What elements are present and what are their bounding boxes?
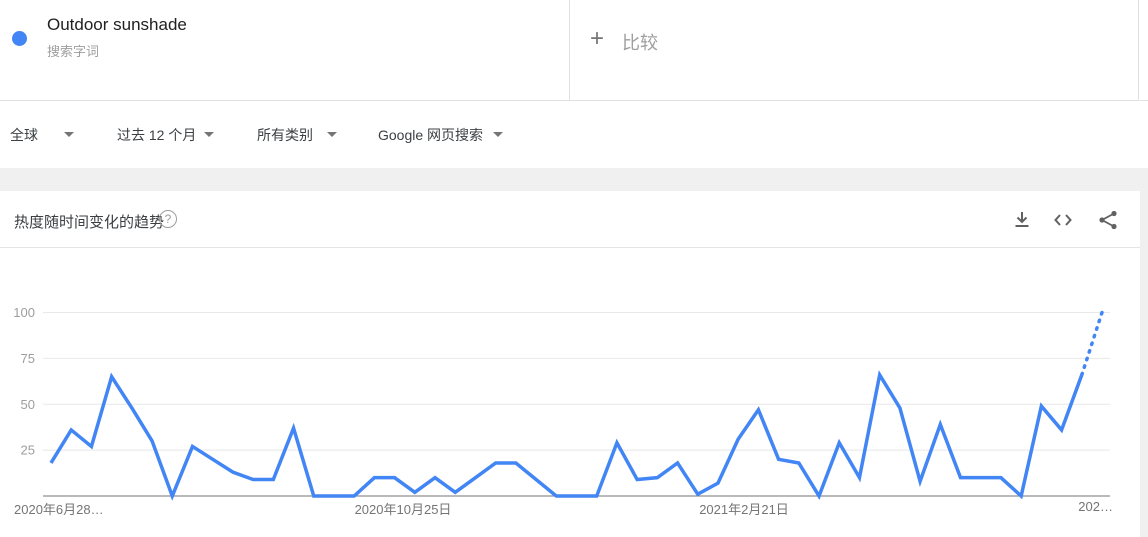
chevron-down-icon (204, 132, 215, 137)
interest-over-time-card: 热度随时间变化的趋势 ? (0, 191, 1140, 537)
y-tick-label: 75 (21, 351, 35, 366)
top-right-sliver (1140, 0, 1148, 101)
chart-header: 热度随时间变化的趋势 ? (0, 191, 1140, 248)
trend-line (49, 370, 1084, 501)
search-term-type-label: 搜索字词 (47, 44, 100, 59)
chevron-down-icon (327, 132, 337, 137)
filter-category-dropdown[interactable]: 所有类别 (257, 101, 337, 168)
y-tick-label: 25 (21, 443, 35, 458)
filter-timerange-dropdown[interactable]: 过去 12 个月 (117, 101, 215, 168)
share-button[interactable] (1097, 209, 1119, 231)
trend-chart: 25 50 75 100 (13, 305, 1110, 501)
download-icon (1015, 212, 1029, 227)
y-tick-label: 50 (21, 397, 35, 412)
filter-searchtype-label: Google 网页搜索 (378, 126, 484, 143)
embed-icon (1054, 214, 1072, 226)
page-background-right-strip (1140, 191, 1148, 537)
trend-line-projection-dotted (1080, 310, 1104, 377)
embed-button[interactable] (1052, 209, 1074, 231)
series-color-dot-icon (12, 31, 27, 46)
compare-placeholder-label: 比较 (622, 33, 658, 53)
y-tick-label: 100 (13, 305, 35, 320)
x-tick-label: 2020年10月25日 (354, 502, 452, 517)
x-tick-label: 2021年2月21日 (699, 502, 789, 517)
page-background-gap (0, 168, 1148, 191)
share-icon (1099, 210, 1117, 230)
filter-category-label: 所有类别 (257, 126, 313, 143)
x-tick-label: 2020年6月28… (14, 502, 104, 517)
help-icon[interactable]: ? (159, 210, 177, 228)
filter-bar: 全球 过去 12 个月 所有类别 Google 网页搜索 (0, 101, 1148, 168)
x-axis-labels: 2020年6月28… 2020年10月25日 2021年2月21日 202… (0, 499, 1140, 517)
chevron-down-icon (64, 132, 74, 137)
chevron-down-icon (493, 132, 504, 137)
search-terms-section: Outdoor sunshade 搜索字词 + 比较 (0, 0, 1148, 101)
add-comparison-card[interactable]: + 比较 (570, 0, 1139, 101)
download-button[interactable] (1011, 209, 1033, 231)
filter-region-label: 全球 (10, 126, 38, 143)
filter-timerange-label: 过去 12 个月 (117, 126, 197, 143)
filter-searchtype-dropdown[interactable]: Google 网页搜索 (378, 101, 504, 168)
x-tick-label: 202… (1078, 499, 1113, 514)
search-term-title: Outdoor sunshade (47, 15, 187, 34)
plus-icon: + (590, 25, 605, 52)
chart-title: 热度随时间变化的趋势 (14, 214, 165, 231)
search-term-card[interactable]: Outdoor sunshade 搜索字词 (0, 0, 570, 101)
filter-region-dropdown[interactable]: 全球 (10, 101, 74, 168)
